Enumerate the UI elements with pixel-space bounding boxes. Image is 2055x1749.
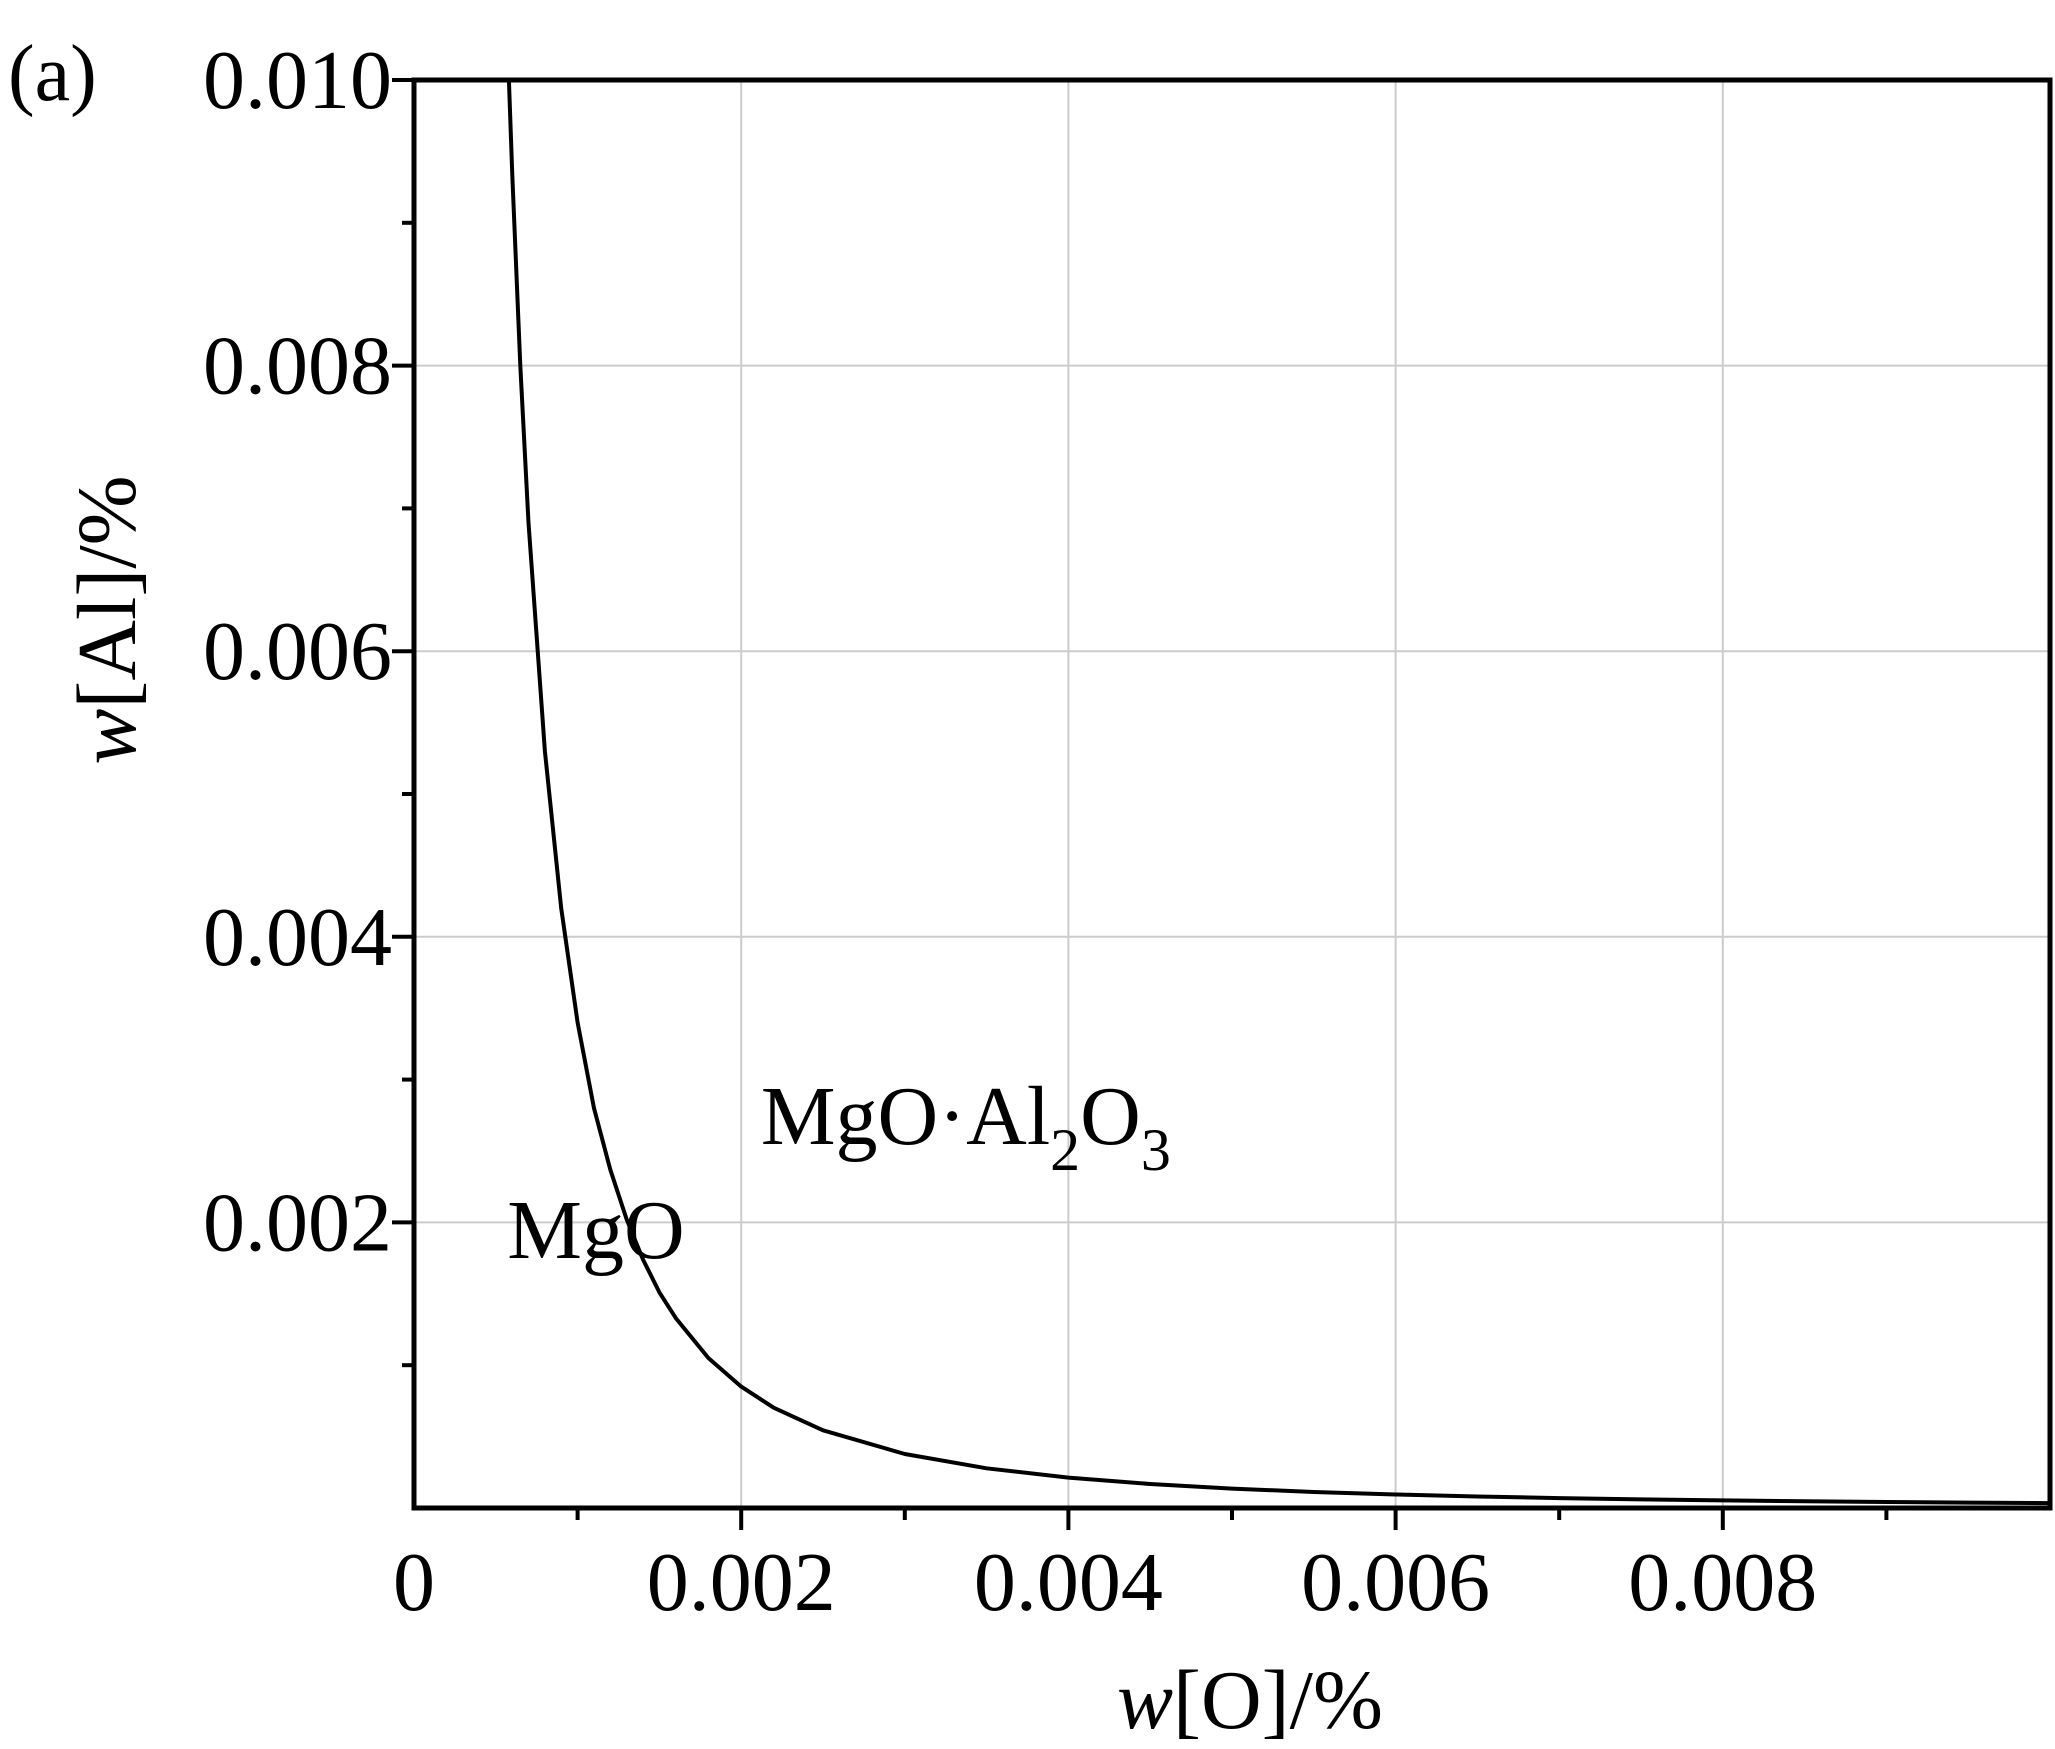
x-axis-title-var: w (1117, 1654, 1173, 1747)
spinel-sub-3: 3 (1141, 1117, 1171, 1183)
spinel-main: MgO·Al (761, 1070, 1050, 1163)
tick-labels: 0 0.002 0.004 0.006 0.008 0.002 0.004 0.006 0.00… (203, 34, 1817, 1629)
y-axis-title-rest: [Al]/% (61, 475, 154, 708)
series-line (506, 79, 2051, 1506)
spinel-mid: O (1080, 1070, 1141, 1163)
y-tick-label: 0.002 (203, 1176, 392, 1269)
region-label-mgo: MgO (507, 1184, 684, 1277)
x-axis-title: w[O]/% (1117, 1654, 1383, 1747)
series-layer (506, 79, 2051, 1506)
grid (414, 80, 2050, 1508)
y-tick-label: 0.006 (203, 605, 392, 698)
spinel-sub-2: 2 (1050, 1117, 1080, 1183)
y-axis-title-var: w (61, 709, 154, 765)
x-tick-label: 0.008 (1628, 1536, 1817, 1629)
y-axis-title: w[Al]/% (61, 475, 154, 764)
region-label-spinel: MgO·Al2O3 (761, 1070, 1171, 1183)
x-tick-label: 0.002 (647, 1536, 836, 1629)
x-tick-label: 0.006 (1301, 1536, 1490, 1629)
panel-label: (a) (8, 30, 97, 118)
tick-marks (392, 78, 1889, 1530)
y-tick-label: 0.010 (203, 34, 392, 127)
x-axis-title-rest: [O]/% (1173, 1654, 1383, 1747)
y-tick-label: 0.008 (203, 320, 392, 413)
x-tick-label: 0 (393, 1536, 435, 1629)
y-tick-label: 0.004 (203, 891, 392, 984)
annotations: MgO MgO·Al2O3 (507, 1070, 1171, 1277)
x-tick-label: 0.004 (974, 1536, 1163, 1629)
